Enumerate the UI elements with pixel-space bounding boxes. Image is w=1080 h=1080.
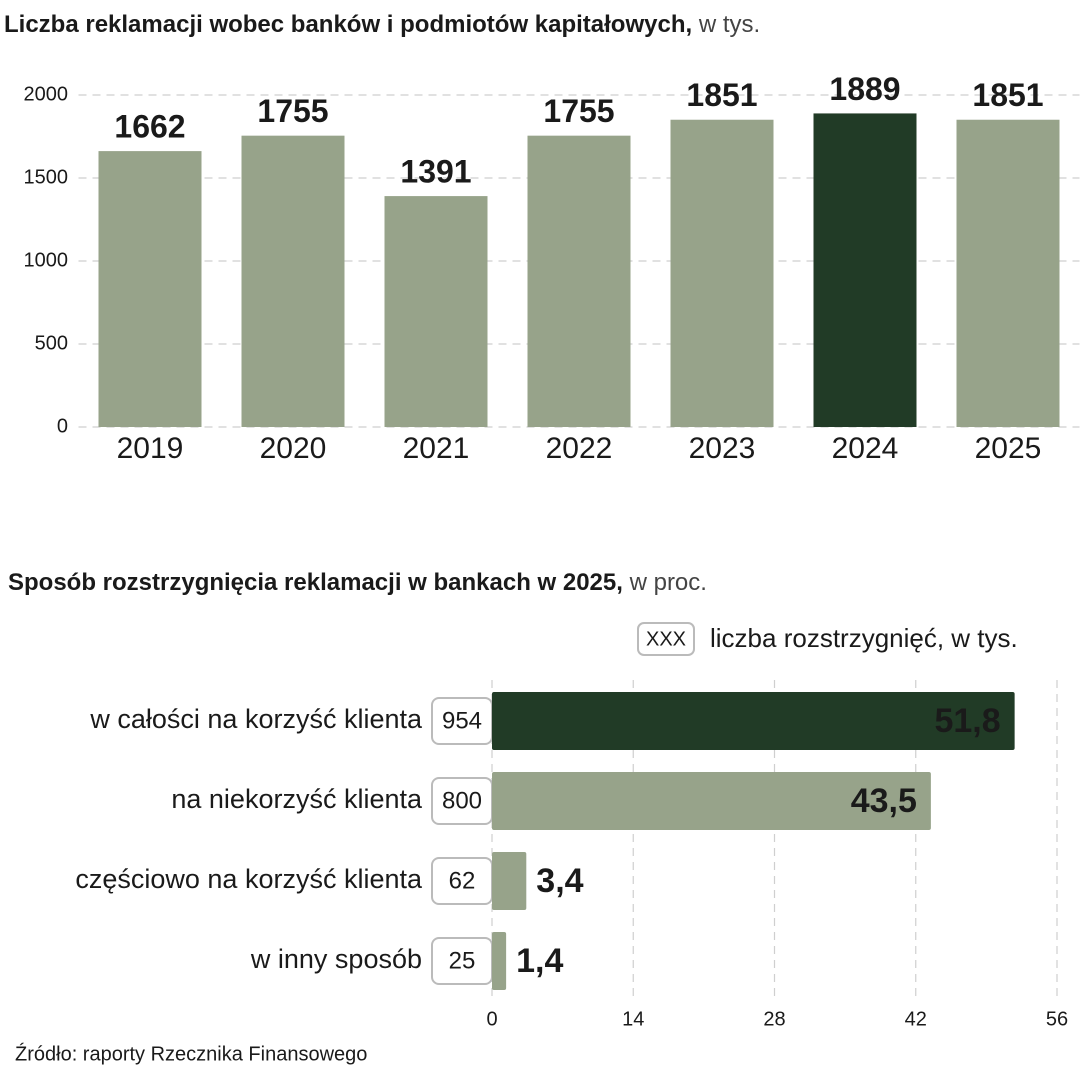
value-label: 1755 [257, 93, 328, 129]
source: Źródło: raporty Rzecznika Finansowego [15, 1042, 367, 1065]
x-tick-label: 2022 [546, 432, 613, 465]
bar [527, 135, 631, 428]
bar [241, 135, 345, 428]
bar [492, 692, 1015, 750]
x-tick-label: 2019 [117, 432, 184, 465]
title: Sposób rozstrzygnięcia reklamacji w bank… [8, 569, 623, 596]
category-label: na niekorzyść klienta [171, 784, 423, 814]
bar [384, 196, 488, 427]
subtitle: w tys. [698, 11, 760, 38]
count-label: 62 [449, 867, 476, 894]
x-tick-label: 2025 [975, 432, 1042, 465]
x-tick-label: 2020 [260, 432, 327, 465]
value-label: 1,4 [516, 942, 563, 980]
bar [492, 852, 527, 910]
y-tick-label: 1000 [24, 249, 69, 271]
x-tick-label: 14 [622, 1008, 644, 1030]
x-tick-label: 56 [1046, 1008, 1068, 1030]
value-label: 51,8 [934, 702, 1000, 740]
x-tick-label: 28 [763, 1008, 785, 1030]
count-label: 25 [449, 947, 476, 974]
bar [98, 151, 202, 427]
value-label: 1391 [400, 154, 471, 190]
legend-box [637, 622, 695, 656]
title: Liczba reklamacji wobec banków i podmiot… [4, 11, 692, 38]
x-tick-label: 2024 [832, 432, 899, 465]
legend-label: liczba rozstrzygnięć, w tys. [710, 623, 1018, 653]
y-tick-label: 2000 [24, 83, 69, 105]
value-label: 1851 [686, 77, 757, 113]
value-label: 1889 [829, 71, 900, 107]
value-label: 43,5 [851, 782, 917, 820]
bar [670, 119, 774, 427]
bar [492, 772, 931, 830]
chart-title: Sposób rozstrzygnięcia reklamacji w bank… [8, 569, 707, 596]
bar [956, 119, 1060, 427]
x-tick-label: 0 [486, 1008, 497, 1030]
x-tick-label: 2021 [403, 432, 470, 465]
y-tick-label: 0 [57, 415, 68, 437]
value-label: 1662 [114, 109, 185, 145]
chart-title: Liczba reklamacji wobec banków i podmiot… [4, 11, 760, 38]
category-label: w całości na korzyść klienta [89, 704, 423, 734]
y-tick-label: 500 [35, 332, 68, 354]
subtitle: w proc. [629, 569, 707, 596]
legend-marker-label: XXX [646, 628, 686, 650]
value-label: 1851 [972, 77, 1043, 113]
value-label: 1755 [543, 93, 614, 129]
count-label: 954 [442, 707, 482, 734]
y-tick-label: 1500 [24, 166, 69, 188]
category-label: w inny sposób [250, 944, 422, 974]
x-tick-label: 2023 [689, 432, 756, 465]
category-label: częściowo na korzyść klienta [75, 864, 423, 894]
x-tick-label: 42 [905, 1008, 927, 1030]
value-label: 3,4 [536, 862, 583, 900]
bar [492, 932, 507, 990]
bar [813, 113, 917, 428]
count-label: 800 [442, 787, 482, 814]
